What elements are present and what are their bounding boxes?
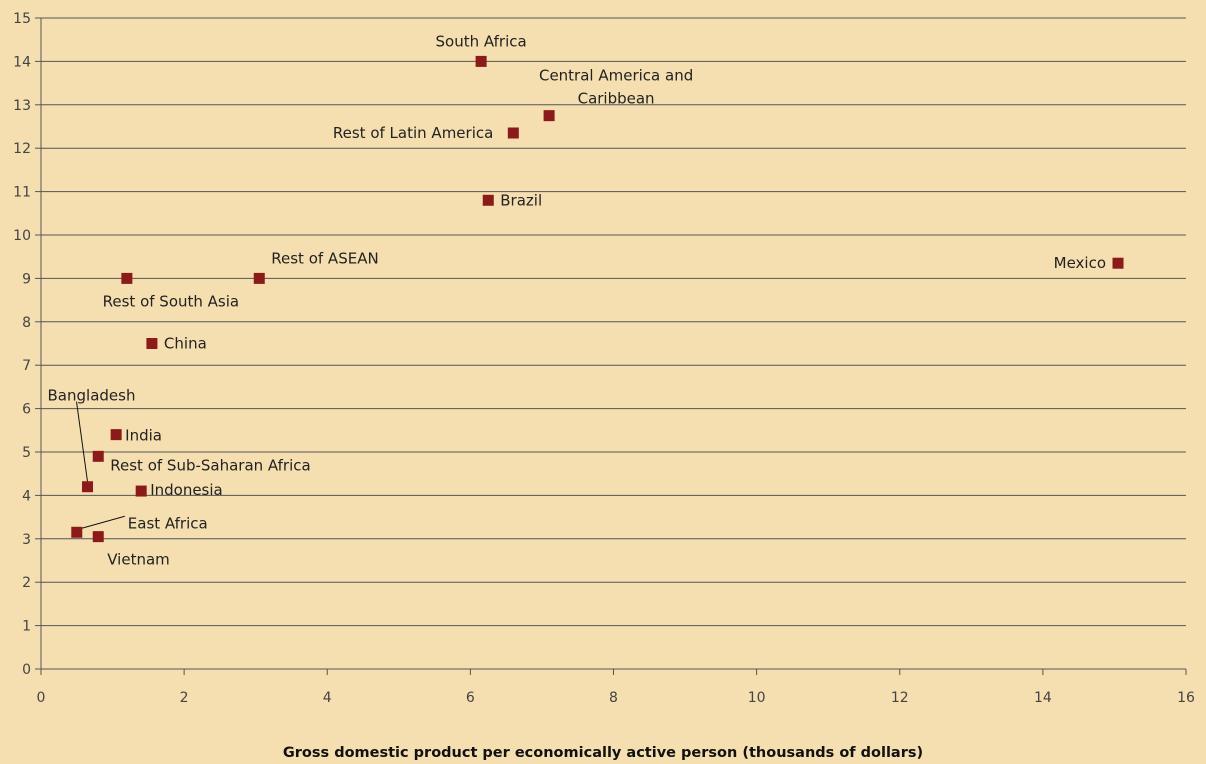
data-point: [1112, 257, 1124, 269]
leader-line: [81, 515, 125, 529]
y-tick-label: 10: [13, 228, 31, 244]
data-point: [92, 531, 104, 543]
point-label: Mexico: [1054, 254, 1106, 272]
leader-line: [76, 401, 89, 482]
x-tick-label: 6: [466, 690, 475, 706]
point-labels: South Africa Central America and Caribbean…: [48, 32, 1107, 568]
point-label: Bangladesh: [48, 387, 136, 405]
x-tick-label: 10: [748, 690, 766, 706]
y-tick-label: 6: [22, 402, 31, 418]
point-label: Brazil: [500, 191, 542, 209]
point-label: Indonesia: [150, 481, 223, 499]
point-label: India: [125, 427, 162, 445]
data-point: [71, 526, 83, 538]
point-label: Rest of Sub-Saharan Africa: [110, 456, 310, 474]
data-point: [82, 481, 94, 493]
leader-lines: [76, 401, 125, 529]
point-label: China: [164, 335, 207, 353]
y-tick-label: 1: [22, 619, 31, 635]
point-label: Vietnam: [107, 551, 170, 569]
y-tick-label: 11: [13, 185, 31, 201]
y-tick-label: 15: [13, 11, 31, 27]
data-point: [92, 450, 104, 462]
data-points: [71, 55, 1124, 543]
data-point: [135, 485, 147, 497]
data-point: [253, 272, 265, 284]
x-tick-label: 14: [1034, 690, 1052, 706]
point-label-line: Caribbean: [578, 90, 655, 108]
y-tick-label: 4: [22, 488, 31, 504]
y-tick-label: 2: [22, 575, 31, 591]
point-label: Rest of South Asia: [103, 292, 239, 310]
data-point: [121, 272, 133, 284]
gridlines: [41, 17, 1186, 627]
point-label-line: Central America and: [539, 67, 693, 85]
y-tick-label: 8: [22, 315, 31, 331]
point-label: East Africa: [128, 514, 208, 532]
y-tick-label: 3: [22, 532, 31, 548]
point-label: South Africa: [436, 32, 527, 50]
y-tick-label: 13: [13, 98, 31, 114]
y-tick-label: 14: [13, 54, 31, 70]
x-axis-title: Gross domestic product per economically …: [283, 745, 923, 761]
x-tick-label: 4: [323, 690, 332, 706]
data-point: [507, 127, 519, 139]
data-point: [482, 194, 494, 206]
x-tick-label: 2: [180, 690, 189, 706]
data-point: [110, 429, 122, 441]
data-point: [543, 110, 555, 122]
x-tick-label: 12: [891, 690, 909, 706]
data-point: [475, 55, 487, 67]
y-tick-label: 12: [13, 141, 31, 157]
point-label: Rest of Latin America: [333, 124, 493, 142]
x-tick-label: 16: [1177, 690, 1195, 706]
data-point: [146, 338, 158, 349]
y-tick-label: 7: [22, 358, 31, 374]
y-tick-label: 0: [22, 662, 31, 678]
x-tick-label: 8: [609, 690, 618, 706]
x-tick-label: 0: [37, 690, 46, 706]
y-tick-label: 9: [22, 271, 31, 287]
point-label: Rest of ASEAN: [271, 249, 378, 267]
point-label: Central America and Caribbean: [539, 67, 693, 108]
y-tick-label: 5: [22, 445, 31, 461]
